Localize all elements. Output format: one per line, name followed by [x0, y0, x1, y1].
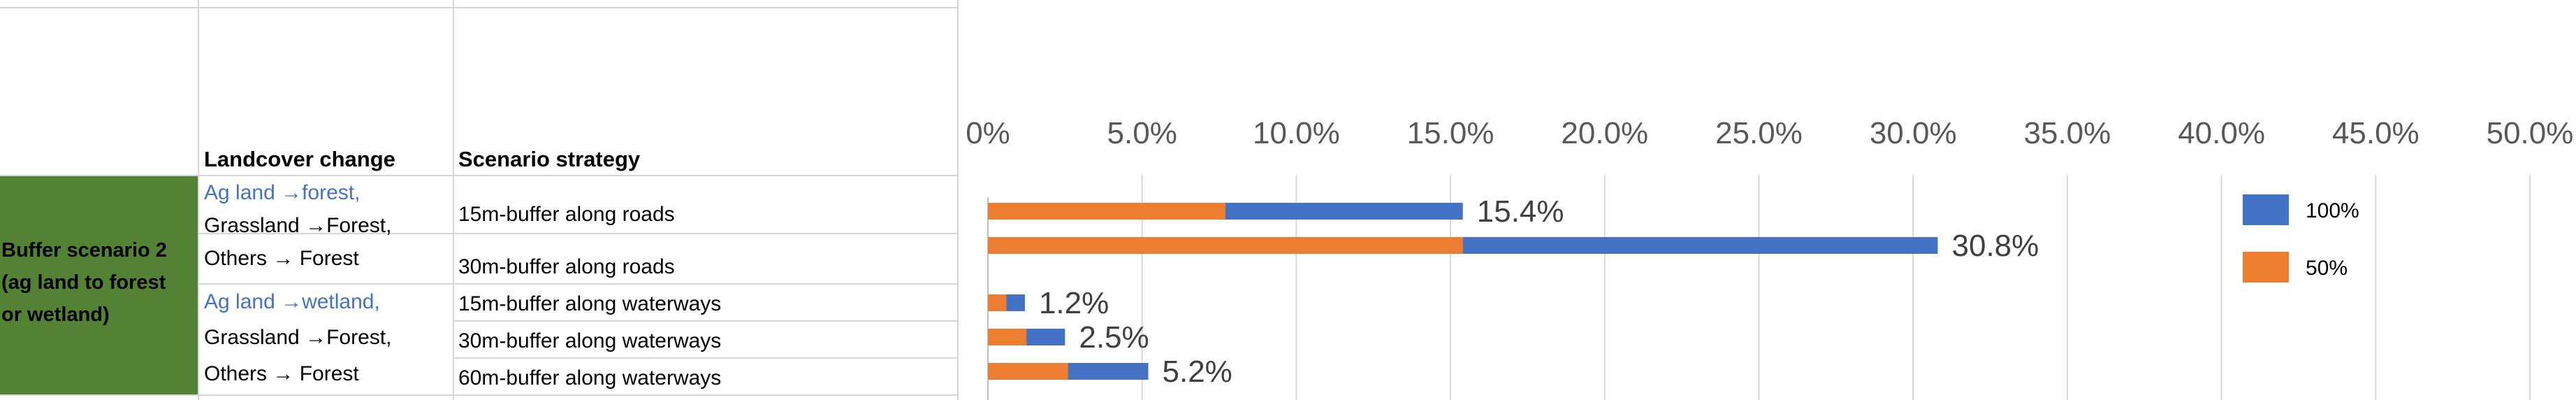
- strategy-cell: 15m-buffer along roads: [458, 203, 675, 226]
- legend-label: 100%: [2306, 199, 2359, 222]
- grid-line: [0, 394, 959, 396]
- x-tick-label: 0%: [966, 116, 1010, 150]
- strategy-cell: 30m-buffer along roads: [458, 255, 675, 278]
- x-tick-label: 35.0%: [2024, 116, 2111, 150]
- scenario-cell: Buffer scenario 2 (ag land to forest or …: [0, 176, 198, 394]
- gridlines: [987, 175, 2531, 400]
- data-labels: 15.4% 30.8% 1.2%2.5% 5.2%: [1039, 194, 2039, 389]
- bar-50: [988, 363, 1068, 380]
- strategy-cell: 15m-buffer along waterways: [458, 292, 722, 315]
- x-tick-label: 15.0%: [1407, 116, 1494, 150]
- scenario-label: or wetland): [1, 303, 110, 326]
- scenario-label: (ag land to forest: [1, 271, 166, 294]
- grid-line: [957, 0, 959, 400]
- data-label: 15.4%: [1477, 194, 1564, 229]
- grid-line: [0, 175, 959, 176]
- x-tick-label: 10.0%: [1253, 116, 1340, 150]
- grid-line: [0, 7, 959, 8]
- bar-50: [988, 237, 1463, 254]
- x-tick-label: 40.0%: [2178, 116, 2265, 150]
- grid-line: [453, 0, 454, 400]
- data-label: 30.8%: [1952, 229, 2039, 263]
- strategy-cell: 30m-buffer along waterways: [458, 329, 722, 352]
- landcover-header: Landcover change: [204, 147, 395, 171]
- legend-swatch: [2243, 252, 2289, 283]
- x-tick-label: 30.0%: [1870, 116, 1957, 150]
- landcover-change-text: Others → Forest: [204, 362, 359, 385]
- data-label: 5.2%: [1163, 355, 1232, 389]
- grid-line: [453, 357, 959, 359]
- strategy-cell: 60m-buffer along waterways: [458, 366, 722, 390]
- legend: 100% 50%: [2243, 194, 2359, 283]
- bar-50: [988, 294, 1007, 311]
- grid-line: [453, 320, 959, 322]
- landcover-change-text: Ag land →wetland,: [204, 290, 380, 313]
- bars: [988, 203, 1938, 380]
- strategy-header: Scenario strategy: [458, 147, 641, 171]
- bar-50: [988, 203, 1225, 220]
- x-tick-label: 45.0%: [2332, 116, 2419, 150]
- x-tick-label: 25.0%: [1715, 116, 1803, 150]
- legend-label: 50%: [2306, 257, 2348, 280]
- landcover-change-text: Grassland →Forest,: [204, 326, 392, 349]
- bar-chart: 0% 5.0% 10.0% 15.0% 20.0% 25.0% 30.0% 35.0% 40.0…: [966, 116, 2573, 400]
- data-label: 2.5%: [1079, 320, 1149, 355]
- x-tick-label: 50.0%: [2487, 116, 2574, 150]
- x-axis-ticks: 0% 5.0% 10.0% 15.0% 20.0% 25.0% 30.0% 35.0% 40.0…: [966, 116, 2573, 150]
- landcover-change-text: Others → Forest: [204, 247, 359, 270]
- x-tick-label: 5.0%: [1107, 116, 1177, 150]
- scenario-label: Buffer scenario 2: [1, 239, 167, 262]
- spreadsheet-table: Landcover change Scenario strategy Buffe…: [0, 0, 959, 400]
- x-tick-label: 20.0%: [1561, 116, 1648, 150]
- grid-line: [198, 233, 959, 234]
- grid-line: [0, 283, 959, 285]
- grid-line: [198, 0, 199, 400]
- bar-50: [988, 329, 1027, 345]
- legend-swatch: [2243, 194, 2289, 225]
- landcover-change-text: Grassland →Forest,: [204, 214, 392, 237]
- landcover-change-text: Ag land →forest,: [204, 181, 361, 204]
- data-label: 1.2%: [1039, 286, 1109, 320]
